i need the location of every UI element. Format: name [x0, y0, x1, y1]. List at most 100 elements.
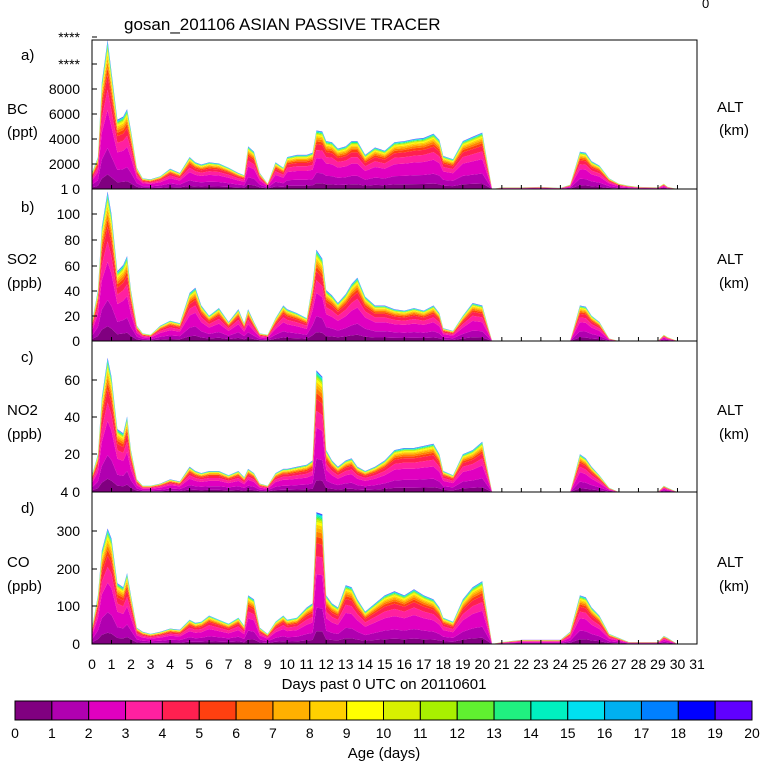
x-tick-label: 18 [436, 656, 452, 672]
x-tick-label: 5 [186, 656, 194, 672]
x-tick-label: 6 [205, 656, 213, 672]
y-tick-label: 20 [64, 308, 80, 324]
x-tick-label: 24 [553, 656, 569, 672]
panel-c-area-layers [91, 357, 698, 492]
x-tick-label: 4 [166, 656, 174, 672]
colorbar-tick-label: 20 [744, 725, 760, 741]
y-tick-label: 200 [57, 561, 81, 577]
colorbar-tick-label: 2 [85, 725, 93, 741]
colorbar-tick-label: 12 [449, 725, 465, 741]
colorbar-swatch-17 [640, 700, 679, 721]
y-tick-label: 20 [64, 446, 80, 462]
colorbar-swatch-7 [272, 700, 311, 721]
x-axis-ticks: 0 1 2 3 4 5 6 7 8 9 10 11 12 13 14 15 16 17 18 19 20 21 22 23 24… [88, 656, 705, 672]
panel-b-y-ticks: 100 80 60 40 20 0 [57, 206, 97, 349]
colorbar-tick-label: 16 [597, 725, 613, 741]
panel-c-letter: c) [21, 349, 34, 366]
colorbar-tick-label: 7 [269, 725, 277, 741]
x-tick-label: 1 [108, 656, 116, 672]
x-tick-label: 12 [318, 656, 334, 672]
x-tick-label: 8 [244, 656, 252, 672]
panel-a-area-layers [91, 40, 698, 190]
panel-c-species: NO2 [7, 402, 38, 419]
panel-b-right-unit: (km) [719, 275, 749, 292]
panel-d-area-layers [91, 512, 698, 644]
y-tick-label: 1 0 [61, 181, 81, 197]
panel-c: c) NO2 (ppb) ALT (km) 60 40 20 4 0 [7, 340, 749, 500]
x-tick-label: 27 [611, 656, 627, 672]
y-tick-label: **** [58, 29, 80, 45]
area-layer-age-4 [92, 226, 697, 341]
corner-mark: 0 [702, 0, 709, 11]
panel-d-y-ticks: 300 200 100 0 [57, 523, 97, 652]
colorbar-tick-label: 6 [232, 725, 240, 741]
panel-b-species: SO2 [7, 251, 37, 268]
colorbar-swatch-4 [161, 700, 200, 721]
area-layer-age-2 [92, 261, 697, 341]
x-tick-label: 9 [264, 656, 272, 672]
area-layer-age-1 [92, 148, 697, 189]
colorbar-swatch-16 [604, 700, 642, 721]
panel-c-right-unit: (km) [719, 426, 749, 443]
colorbar-swatch-6 [235, 700, 274, 721]
panel-d-unit: (ppb) [7, 578, 42, 595]
area-layer-age-3 [92, 241, 697, 341]
colorbar-tick-label: 1 [48, 725, 56, 741]
x-tick-label: 29 [650, 656, 666, 672]
panel-b-unit: (ppb) [7, 275, 42, 292]
colorbar-swatch-15 [567, 700, 606, 721]
colorbar-tick-label: 9 [343, 725, 351, 741]
colorbar-tick-label: 18 [671, 725, 687, 741]
y-tick-label: 8000 [49, 81, 80, 97]
colorbar-swatch-2 [88, 700, 127, 721]
panel-c-y-ticks: 60 40 20 4 0 [61, 372, 97, 500]
panel-b-right-label: ALT [717, 251, 743, 268]
panel-a-unit: (ppt) [7, 124, 38, 141]
colorbar-swatch-3 [125, 700, 163, 721]
y-tick-label: 4 0 [61, 484, 81, 500]
x-tick-label: 31 [689, 656, 705, 672]
panel-d-species: CO [7, 554, 30, 571]
colorbar-tick-label: 11 [413, 725, 428, 741]
x-tick-label: 26 [592, 656, 608, 672]
colorbar-tick-label: 19 [707, 725, 723, 741]
x-tick-label: 17 [416, 656, 432, 672]
y-tick-label: 0 [72, 333, 80, 349]
colorbar-tick-label: 0 [11, 725, 19, 741]
y-tick-label: 100 [57, 206, 81, 222]
y-tick-label: 60 [64, 372, 80, 388]
y-tick-label: 300 [57, 523, 81, 539]
colorbar-swatch-8 [309, 700, 348, 721]
x-tick-label: 14 [357, 656, 373, 672]
x-tick-label: 19 [455, 656, 471, 672]
area-layer-age-5 [92, 219, 697, 341]
panel-b-letter: b) [21, 199, 34, 216]
x-tick-label: 10 [279, 656, 295, 672]
x-axis-label: Days past 0 UTC on 20110601 [282, 676, 487, 693]
x-tick-label: 2 [127, 656, 135, 672]
colorbar-swatch-19 [714, 700, 753, 721]
area-layer-age-1 [92, 607, 697, 644]
colorbar-tick-label: 8 [306, 725, 314, 741]
y-tick-label: 80 [64, 232, 80, 248]
area-layer-age-2 [92, 110, 697, 189]
colorbar-swatch-10 [383, 700, 421, 721]
area-layer-age-0 [92, 631, 697, 644]
y-tick-label: **** [58, 56, 80, 72]
colorbar-swatch-5 [198, 700, 237, 721]
y-tick-label: 100 [57, 598, 81, 614]
panel-c-right-label: ALT [717, 402, 743, 419]
x-tick-label: 30 [670, 656, 686, 672]
y-tick-label: 60 [64, 258, 80, 274]
y-tick-label: 2000 [49, 156, 80, 172]
colorbar-swatch-12 [456, 700, 495, 721]
x-tick-label: 25 [572, 656, 588, 672]
area-layer-age-0 [92, 478, 697, 492]
area-layer-age-0 [92, 174, 697, 189]
panel-a-species: BC [7, 101, 28, 118]
panel-c-unit: (ppb) [7, 426, 42, 443]
x-tick-label: 21 [494, 656, 510, 672]
y-tick-label: 6000 [49, 106, 80, 122]
panel-a: a) BC (ppt) ALT (km) **** **** 8000 6000 400… [7, 29, 749, 197]
